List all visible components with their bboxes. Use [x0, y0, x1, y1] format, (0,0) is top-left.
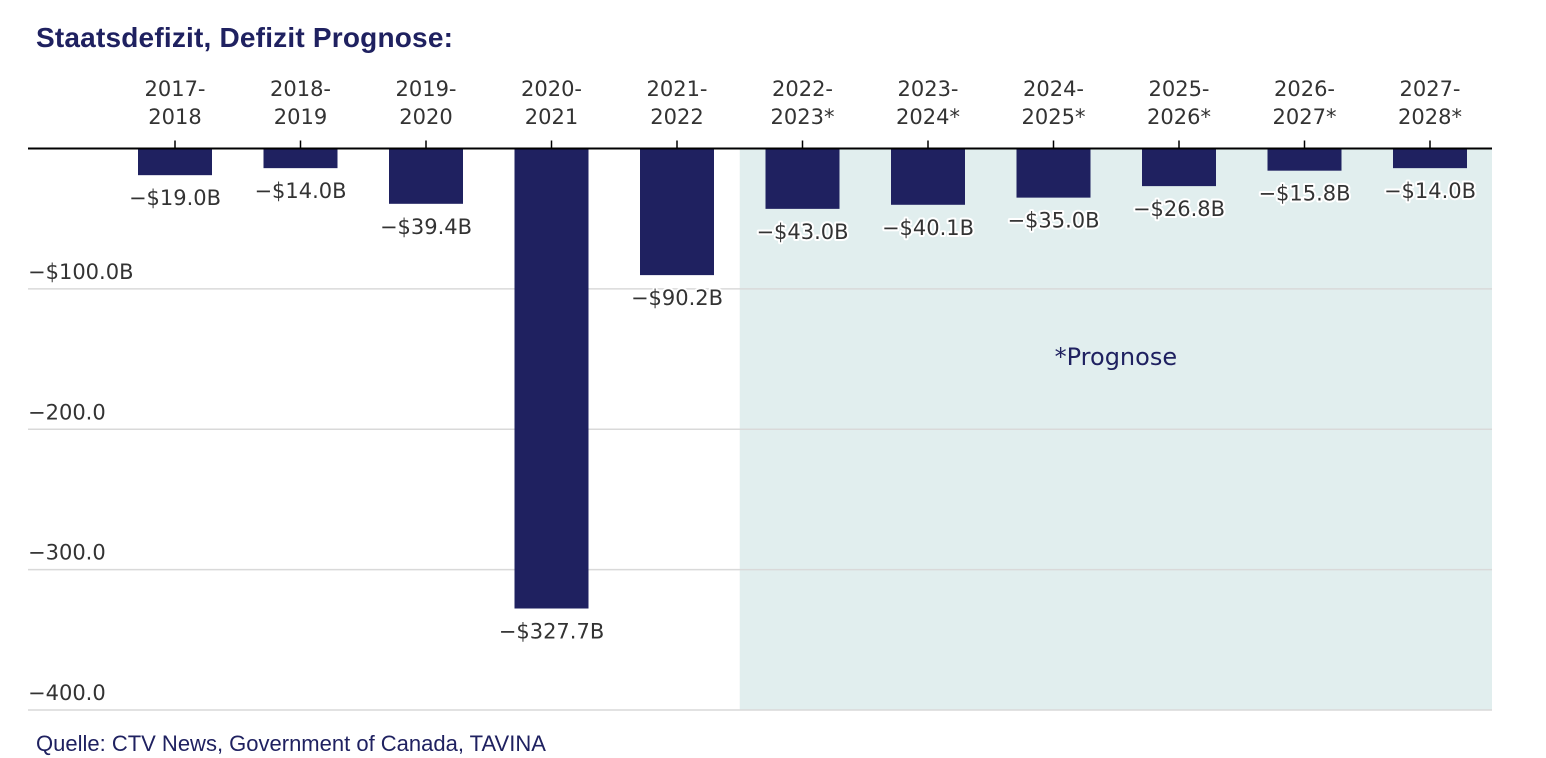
data-label: −$26.8B [1133, 197, 1225, 221]
x-tick-label-line: 2024- [1023, 77, 1084, 101]
x-tick-label-line: 2024* [896, 105, 960, 129]
y-tick-label: −300.0 [28, 541, 106, 565]
data-label: −$40.1B [882, 216, 974, 240]
data-label: −$39.4B [380, 215, 472, 239]
bar [263, 148, 338, 169]
data-label: −$15.8B [1258, 182, 1350, 206]
bar [514, 148, 589, 609]
bar [389, 148, 463, 204]
x-tick-label: 2022- 2023* [771, 77, 835, 129]
x-tick-label-line: 2020- [521, 77, 582, 101]
bar [1393, 148, 1467, 169]
bar [1142, 148, 1216, 187]
bar [1267, 148, 1342, 171]
data-label: −$35.0B [1007, 209, 1099, 233]
x-tick-label-line: 2026- [1274, 77, 1335, 101]
forecast-annotation: *Prognose [1055, 343, 1177, 371]
bar [765, 148, 840, 209]
data-label: −$19.0B [129, 186, 221, 210]
x-tick-label: 2023- 2024* [896, 77, 960, 129]
x-tick-label-line: 2023- [897, 77, 958, 101]
x-tick-label: 2021- 2022 [646, 77, 707, 129]
x-tick-label-line: 2023* [771, 105, 835, 129]
x-tick-label-line: 2025* [1022, 105, 1086, 129]
data-label: −$14.0B [1384, 179, 1476, 203]
chart-source: Quelle: CTV News, Government of Canada, … [36, 731, 546, 756]
data-label: −$90.2B [631, 286, 723, 310]
x-tick-label-line: 2017- [144, 77, 205, 101]
y-tick-label: −400.0 [28, 681, 106, 705]
bar [891, 148, 965, 205]
x-tick-label-line: 2025- [1148, 77, 1209, 101]
x-tick-label-line: 2019 [274, 105, 327, 129]
data-label: −$43.0B [756, 220, 848, 244]
x-tick-label-line: 2019- [395, 77, 456, 101]
chart-title: Staatsdefizit, Defizit Prognose: [36, 22, 454, 53]
x-tick-label-line: 2028* [1398, 105, 1462, 129]
x-tick-label: 2017- 2018 [144, 77, 205, 129]
x-tick-label-line: 2021- [646, 77, 707, 101]
bar [138, 148, 212, 176]
x-tick-label: 2026- 2027* [1273, 77, 1337, 129]
bar [1016, 148, 1091, 198]
x-tick-label-line: 2021 [525, 105, 578, 129]
x-tick-label: 2025- 2026* [1147, 77, 1211, 129]
x-tick-label: 2027- 2028* [1398, 77, 1462, 129]
x-tick-label-line: 2018 [148, 105, 201, 129]
x-tick-label: 2018- 2019 [270, 77, 331, 129]
data-label: −$14.0B [254, 179, 346, 203]
bar [640, 148, 714, 276]
x-tick-label-line: 2020 [399, 105, 452, 129]
x-tick-label-line: 2018- [270, 77, 331, 101]
x-tick-label: 2019- 2020 [395, 77, 456, 129]
y-tick-label: −$100.0B [28, 260, 133, 284]
x-tick-label-line: 2026* [1147, 105, 1211, 129]
x-tick-label-line: 2022 [650, 105, 703, 129]
data-label: −$327.7B [499, 620, 604, 644]
y-tick-label: −200.0 [28, 400, 106, 424]
x-tick-label-line: 2022- [772, 77, 833, 101]
x-tick-label: 2020- 2021 [521, 77, 582, 129]
x-tick-label-line: 2027- [1399, 77, 1460, 101]
x-tick-label-line: 2027* [1273, 105, 1337, 129]
x-tick-label: 2024- 2025* [1022, 77, 1086, 129]
